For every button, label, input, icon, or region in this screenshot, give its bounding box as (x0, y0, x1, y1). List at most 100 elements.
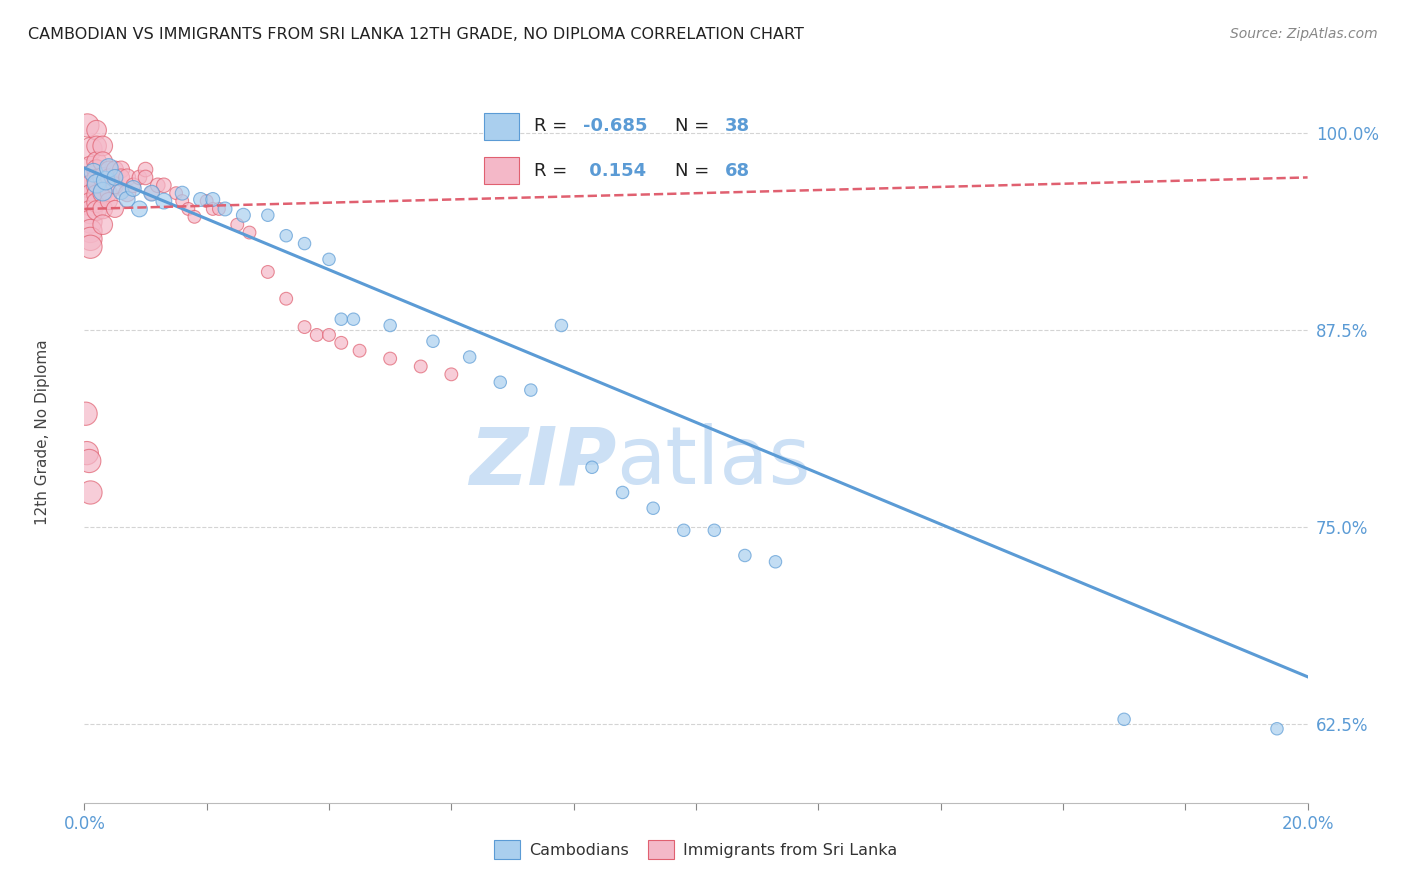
Point (141, 186, 163, 201)
Point (201, 202, 224, 216)
Point (79, 189, 101, 203)
Point (75, 407, 97, 421)
Point (257, 208, 280, 222)
Point (79, 205, 101, 219)
Point (76, 446, 98, 460)
Point (190, 193, 212, 207)
Point (115, 170, 138, 185)
Point (318, 252, 340, 267)
Point (135, 162, 157, 177)
Point (122, 178, 145, 193)
Point (257, 265, 280, 279)
Point (110, 185, 132, 199)
Point (86, 177, 108, 191)
Y-axis label: 12th Grade, No Diploma: 12th Grade, No Diploma (35, 340, 51, 525)
Point (104, 162, 127, 177)
Point (409, 359, 432, 374)
Point (550, 318, 572, 333)
Point (83, 166, 105, 180)
Text: ZIP: ZIP (470, 423, 616, 501)
Point (226, 218, 249, 232)
Point (77, 454, 100, 468)
Point (104, 178, 127, 193)
Point (86, 195, 108, 210)
Point (79, 240, 101, 254)
Point (86, 187, 108, 202)
Point (183, 210, 205, 224)
Point (318, 328, 340, 343)
Point (672, 523, 695, 537)
Point (91, 218, 114, 232)
Point (643, 501, 665, 516)
Point (214, 202, 236, 216)
Point (172, 186, 194, 201)
Point (128, 202, 150, 216)
Point (489, 375, 512, 389)
Point (734, 549, 756, 563)
Point (79, 224, 101, 238)
Point (91, 170, 114, 185)
Point (79, 170, 101, 185)
Point (110, 162, 132, 177)
Legend: Cambodians, Immigrants from Sri Lanka: Cambodians, Immigrants from Sri Lanka (488, 834, 904, 865)
Point (612, 485, 634, 500)
Point (86, 172, 108, 186)
Point (294, 320, 316, 334)
Point (94, 173, 117, 187)
Point (165, 186, 187, 201)
Point (380, 318, 402, 333)
Point (97, 194, 120, 208)
Point (86, 139, 108, 153)
Point (581, 460, 603, 475)
Point (97, 162, 120, 177)
Point (765, 555, 787, 569)
Point (440, 368, 463, 382)
Point (86, 162, 108, 177)
Point (276, 228, 298, 243)
Point (91, 139, 114, 153)
Point (703, 523, 725, 537)
Point (122, 181, 145, 195)
Point (153, 194, 176, 208)
Point (172, 194, 194, 208)
Point (79, 214, 101, 228)
Point (86, 123, 108, 137)
Point (79, 142, 101, 156)
Point (97, 161, 120, 175)
Point (104, 202, 127, 216)
Point (91, 154, 114, 169)
Point (115, 193, 138, 207)
Point (91, 185, 114, 199)
Text: atlas: atlas (616, 423, 811, 501)
Point (135, 170, 157, 185)
Point (86, 203, 108, 218)
Point (305, 328, 328, 343)
Point (276, 292, 298, 306)
Point (294, 236, 316, 251)
Point (79, 180, 101, 194)
Point (146, 178, 169, 193)
Point (79, 161, 101, 175)
Point (104, 170, 127, 185)
Point (128, 170, 150, 185)
Point (97, 170, 120, 185)
Point (86, 154, 108, 169)
Point (97, 186, 120, 201)
Point (79, 197, 101, 211)
Point (177, 202, 200, 216)
Point (208, 202, 231, 216)
Point (86, 180, 108, 194)
Point (1114, 712, 1136, 726)
Point (330, 335, 353, 350)
Point (458, 350, 481, 364)
Point (1265, 722, 1288, 736)
Point (91, 186, 114, 201)
Point (238, 226, 260, 240)
Point (330, 312, 353, 326)
Point (79, 232, 101, 246)
Point (91, 202, 114, 216)
Point (520, 383, 543, 397)
Point (153, 178, 176, 193)
Point (201, 193, 224, 207)
Point (195, 194, 218, 208)
